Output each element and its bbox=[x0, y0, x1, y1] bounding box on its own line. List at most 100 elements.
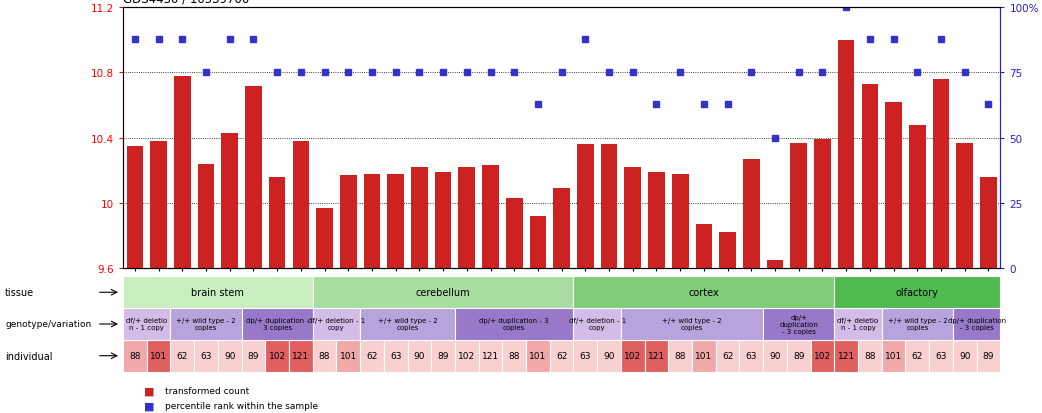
Text: 90: 90 bbox=[603, 351, 615, 361]
Bar bbox=[672, 174, 689, 268]
Bar bbox=[313, 277, 573, 309]
Bar bbox=[198, 164, 215, 268]
Bar bbox=[289, 340, 313, 372]
Bar bbox=[388, 174, 404, 268]
Bar bbox=[976, 340, 1000, 372]
Bar bbox=[455, 340, 478, 372]
Text: 89: 89 bbox=[793, 351, 804, 361]
Bar bbox=[791, 143, 808, 268]
Bar bbox=[767, 260, 784, 268]
Text: 62: 62 bbox=[366, 351, 377, 361]
Text: 62: 62 bbox=[556, 351, 567, 361]
Bar bbox=[266, 340, 289, 372]
Bar bbox=[886, 102, 902, 268]
Bar bbox=[482, 166, 499, 268]
Bar bbox=[194, 340, 218, 372]
Bar bbox=[361, 340, 383, 372]
Bar bbox=[293, 142, 309, 268]
Bar bbox=[621, 340, 645, 372]
Bar bbox=[458, 168, 475, 268]
Bar bbox=[478, 340, 502, 372]
Text: 89: 89 bbox=[438, 351, 449, 361]
Text: 102: 102 bbox=[269, 351, 286, 361]
Bar bbox=[123, 277, 313, 309]
Text: 121: 121 bbox=[482, 351, 499, 361]
Text: 101: 101 bbox=[529, 351, 547, 361]
Bar bbox=[361, 309, 455, 340]
Bar bbox=[455, 309, 573, 340]
Text: df/+ deletion - 1
copy: df/+ deletion - 1 copy bbox=[569, 318, 626, 331]
Text: 63: 63 bbox=[936, 351, 947, 361]
Text: 90: 90 bbox=[224, 351, 235, 361]
Text: brain stem: brain stem bbox=[192, 287, 244, 297]
Bar bbox=[242, 340, 266, 372]
Bar bbox=[811, 340, 835, 372]
Text: individual: individual bbox=[5, 351, 53, 361]
Bar bbox=[814, 140, 830, 268]
Bar bbox=[696, 225, 713, 268]
Bar bbox=[313, 309, 361, 340]
Text: 63: 63 bbox=[390, 351, 401, 361]
Bar bbox=[147, 340, 171, 372]
Bar bbox=[601, 145, 617, 268]
Text: 102: 102 bbox=[624, 351, 641, 361]
Bar bbox=[624, 168, 641, 268]
Bar bbox=[550, 340, 573, 372]
Bar bbox=[316, 208, 332, 268]
Bar bbox=[929, 340, 952, 372]
Text: dp/+ duplication - 3
copies: dp/+ duplication - 3 copies bbox=[479, 318, 549, 331]
Bar bbox=[577, 145, 594, 268]
Text: +/+ wild type - 2
copies: +/+ wild type - 2 copies bbox=[176, 318, 235, 331]
Bar bbox=[364, 174, 380, 268]
Bar bbox=[174, 76, 191, 268]
Text: 102: 102 bbox=[458, 351, 475, 361]
Bar bbox=[573, 309, 621, 340]
Text: 88: 88 bbox=[129, 351, 141, 361]
Bar bbox=[123, 309, 171, 340]
Text: 90: 90 bbox=[414, 351, 425, 361]
Bar bbox=[171, 340, 194, 372]
Text: df/+ deletio
n - 1 copy: df/+ deletio n - 1 copy bbox=[838, 318, 878, 331]
Text: 121: 121 bbox=[648, 351, 665, 361]
Bar bbox=[313, 340, 337, 372]
Text: 101: 101 bbox=[150, 351, 167, 361]
Text: 63: 63 bbox=[746, 351, 758, 361]
Text: cerebellum: cerebellum bbox=[416, 287, 470, 297]
Text: 88: 88 bbox=[674, 351, 686, 361]
Text: ■: ■ bbox=[144, 401, 154, 411]
Bar bbox=[621, 309, 763, 340]
Bar bbox=[719, 233, 736, 268]
Bar bbox=[218, 340, 242, 372]
Bar bbox=[882, 340, 905, 372]
Bar bbox=[763, 340, 787, 372]
Bar bbox=[245, 86, 262, 268]
Text: +/+ wild type - 2
copies: +/+ wild type - 2 copies bbox=[663, 318, 722, 331]
Text: 90: 90 bbox=[959, 351, 970, 361]
Text: dp/+ duplication
- 3 copies: dp/+ duplication - 3 copies bbox=[947, 318, 1006, 331]
Bar bbox=[171, 309, 242, 340]
Text: 90: 90 bbox=[769, 351, 780, 361]
Bar bbox=[862, 85, 878, 268]
Bar bbox=[838, 41, 854, 268]
Bar bbox=[645, 340, 668, 372]
Bar bbox=[269, 178, 286, 268]
Bar bbox=[431, 340, 455, 372]
Text: olfactory: olfactory bbox=[896, 287, 939, 297]
Bar bbox=[123, 340, 147, 372]
Bar bbox=[221, 133, 238, 268]
Text: 101: 101 bbox=[885, 351, 902, 361]
Bar bbox=[858, 340, 882, 372]
Bar bbox=[952, 340, 976, 372]
Text: 63: 63 bbox=[200, 351, 212, 361]
Text: GDS4430 / 10539700: GDS4430 / 10539700 bbox=[123, 0, 249, 6]
Bar bbox=[668, 340, 692, 372]
Bar bbox=[882, 309, 952, 340]
Bar bbox=[716, 340, 740, 372]
Bar bbox=[506, 199, 522, 268]
Bar bbox=[981, 178, 997, 268]
Bar bbox=[529, 216, 546, 268]
Text: 62: 62 bbox=[176, 351, 188, 361]
Bar bbox=[648, 173, 665, 268]
Text: 89: 89 bbox=[248, 351, 259, 361]
Text: 62: 62 bbox=[912, 351, 923, 361]
